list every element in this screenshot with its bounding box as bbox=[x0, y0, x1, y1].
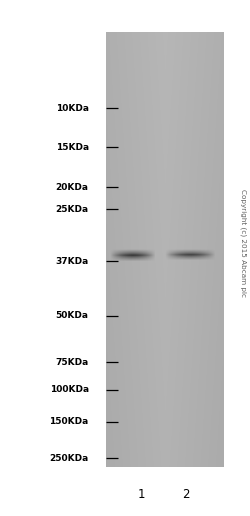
Text: 50KDa: 50KDa bbox=[56, 311, 89, 320]
Text: 1: 1 bbox=[138, 488, 145, 501]
Text: 100KDa: 100KDa bbox=[50, 385, 89, 394]
Text: 20KDa: 20KDa bbox=[56, 183, 89, 192]
Text: 250KDa: 250KDa bbox=[50, 454, 89, 463]
Text: 10KDa: 10KDa bbox=[56, 104, 89, 113]
Text: 150KDa: 150KDa bbox=[50, 417, 89, 426]
Text: Copyright (c) 2015 Abcam plc: Copyright (c) 2015 Abcam plc bbox=[240, 188, 247, 297]
Text: 37KDa: 37KDa bbox=[56, 256, 89, 266]
Text: 2: 2 bbox=[182, 488, 190, 501]
Text: 75KDa: 75KDa bbox=[56, 358, 89, 367]
Text: 25KDa: 25KDa bbox=[56, 205, 89, 214]
Text: 15KDa: 15KDa bbox=[56, 142, 89, 152]
